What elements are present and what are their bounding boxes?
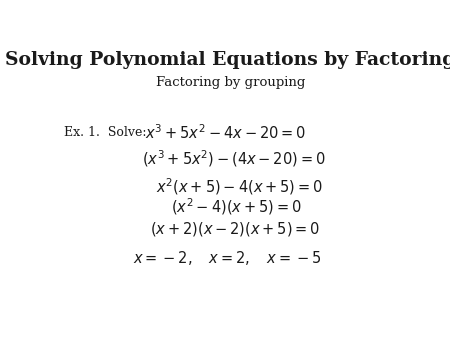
Text: $(x+2)(x-2)(x+5)=0$: $(x+2)(x-2)(x+5)=0$ — [150, 220, 320, 238]
Text: Ex. 1.  Solve:: Ex. 1. Solve: — [64, 126, 146, 140]
Text: $x=-2, \quad x=2, \quad x=-5$: $x=-2, \quad x=2, \quad x=-5$ — [133, 249, 321, 267]
Text: $x^2(x+5)-4(x+5)=0$: $x^2(x+5)-4(x+5)=0$ — [156, 176, 323, 197]
Text: Solving Polynomial Equations by Factoring: Solving Polynomial Equations by Factorin… — [5, 51, 450, 69]
Text: $x^3+5x^2-4x-20=0$: $x^3+5x^2-4x-20=0$ — [145, 124, 306, 142]
Text: $(x^3+5x^2)-(4x-20)=0$: $(x^3+5x^2)-(4x-20)=0$ — [142, 149, 325, 169]
Text: Factoring by grouping: Factoring by grouping — [156, 76, 305, 89]
Text: $(x^2-4)(x+5)=0$: $(x^2-4)(x+5)=0$ — [171, 197, 302, 217]
